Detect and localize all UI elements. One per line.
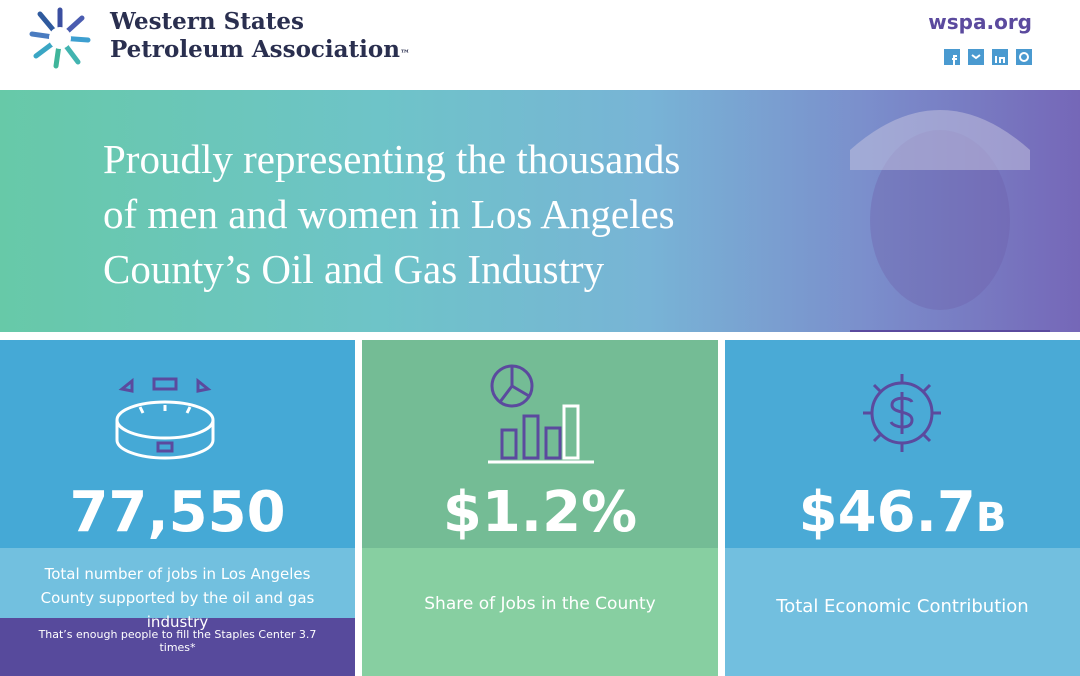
site-link[interactable]: wspa.org — [928, 10, 1032, 34]
stat-note: That’s enough people to fill the Staples… — [38, 628, 317, 654]
hero-image — [850, 110, 1050, 332]
dollar-gear-icon — [863, 374, 941, 452]
stat-label: Share of Jobs in the County — [424, 594, 656, 614]
trademark: ™ — [399, 49, 410, 60]
logo-mark — [29, 7, 91, 69]
chart-icon — [488, 364, 594, 464]
stat-card: 77,550 Total number of jobs in Los Angel… — [0, 340, 355, 676]
logo-text: Petroleum Association™ — [110, 36, 410, 63]
hero-line: County’s Oil and Gas Industry — [103, 246, 605, 292]
logo-text: Western States — [110, 8, 304, 35]
stat-card: $46.7B Total Economic Contribution — [725, 340, 1080, 676]
social-icons[interactable] — [943, 48, 1035, 66]
stat-label: Total Economic Contribution — [776, 596, 1029, 617]
hero-banner: Proudly representing the thousands of me… — [0, 90, 1080, 332]
hero-line: Proudly representing the thousands — [103, 136, 681, 182]
stat-value: $1.2% — [442, 480, 638, 545]
logo-text: Petroleum Association — [110, 36, 400, 63]
stat-value: $46.7 — [798, 480, 976, 545]
stadium-icon — [115, 377, 215, 460]
hero-line: of men and women in Los Angeles — [103, 191, 675, 237]
stat-suffix: B — [975, 495, 1007, 541]
stat-card: $1.2% Share of Jobs in the County — [362, 340, 718, 676]
stat-value: 77,550 — [69, 480, 286, 545]
stat-label: Total number of jobs in Los Angeles Coun… — [40, 565, 315, 631]
stat-value: $46.7B — [725, 480, 1080, 545]
